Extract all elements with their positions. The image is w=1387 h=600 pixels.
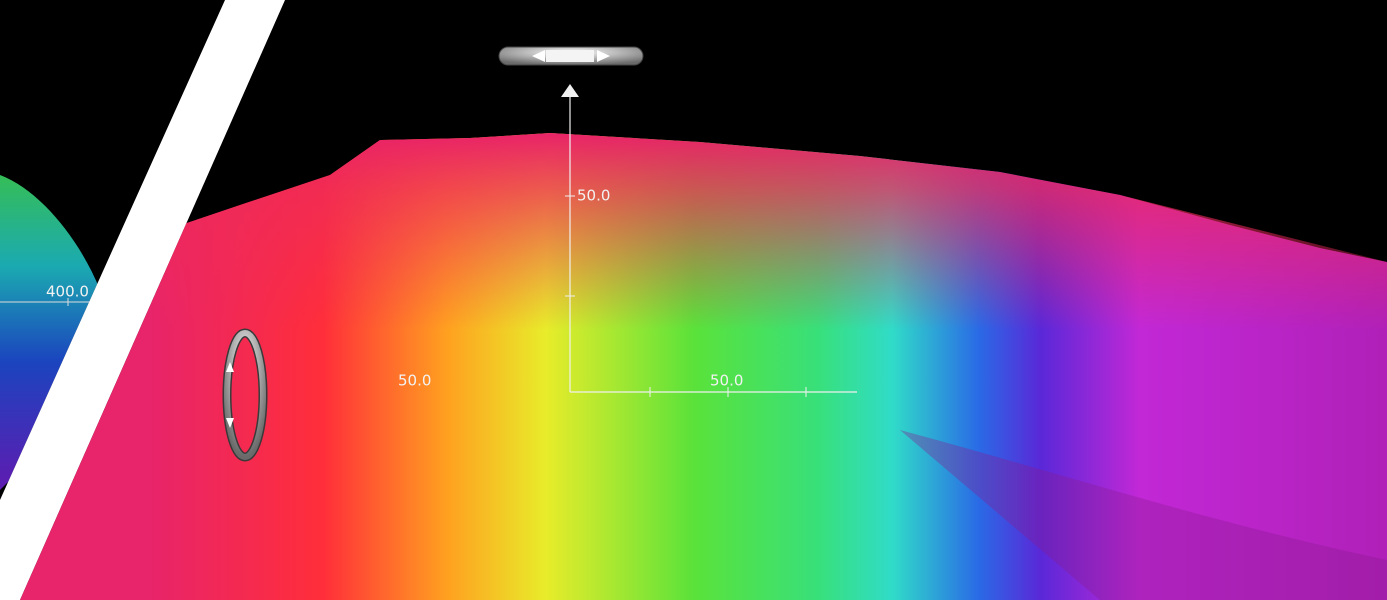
terrain-crest (160, 133, 1387, 340)
y-axis-label: 50.0 (398, 372, 431, 390)
z-axis-arrow (561, 84, 579, 97)
page: {"left_panel": {"axis_label": "400.0"}, … (0, 0, 1387, 600)
z-axis-label: 50.0 (577, 187, 610, 205)
main-panel: 50.0 50.0 50.0 (20, 84, 1387, 600)
viewer: 400.0 50.0 50.0 50.0 (0, 0, 1387, 600)
pan-control[interactable] (499, 47, 643, 65)
x-axis-label: 50.0 (710, 372, 743, 390)
axis-label: 400.0 (46, 283, 89, 301)
